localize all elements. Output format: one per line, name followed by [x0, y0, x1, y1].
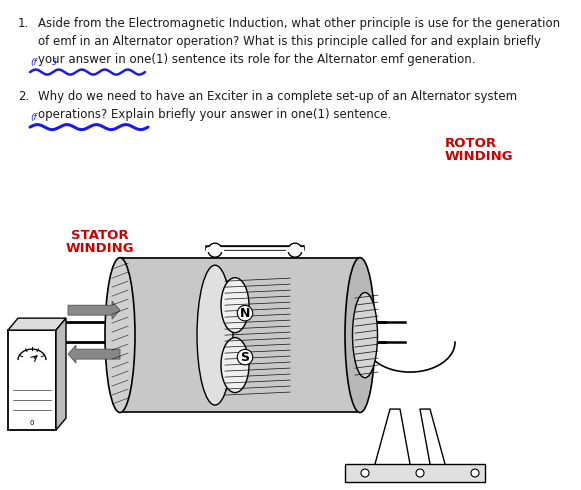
Text: 0: 0 [30, 420, 34, 426]
Bar [120, 257, 360, 412]
Text: of emf in an Alternator operation? What is this principle called for and explain: of emf in an Alternator operation? What … [38, 35, 541, 48]
Polygon shape [8, 318, 66, 330]
Text: WINDING: WINDING [445, 150, 514, 163]
Text: ROTOR: ROTOR [445, 137, 497, 150]
Text: N: N [240, 307, 250, 319]
Text: your answer in one(1) sentence its role for the Alternator emf generation.: your answer in one(1) sentence its role … [38, 53, 475, 66]
Text: (f: (f [30, 113, 37, 122]
Polygon shape [56, 318, 66, 430]
Circle shape [288, 243, 302, 257]
Bar [8, 330, 56, 430]
Polygon shape [68, 345, 120, 363]
Ellipse shape [105, 258, 135, 413]
Text: (f: (f [30, 58, 37, 67]
Text: operations? Explain briefly your answer in one(1) sentence.: operations? Explain briefly your answer … [38, 108, 391, 121]
Text: WINDING: WINDING [66, 242, 134, 255]
Ellipse shape [221, 278, 249, 333]
Ellipse shape [353, 293, 378, 378]
Text: 2.: 2. [18, 90, 29, 103]
Polygon shape [68, 301, 120, 319]
Text: S: S [241, 351, 249, 364]
Ellipse shape [221, 338, 249, 392]
Ellipse shape [197, 265, 233, 405]
Text: Why do we need to have an Exciter in a complete set-up of an Alternator system: Why do we need to have an Exciter in a c… [38, 90, 517, 103]
Circle shape [361, 469, 369, 477]
Circle shape [416, 469, 424, 477]
Text: STATOR: STATOR [71, 229, 129, 242]
Circle shape [471, 469, 479, 477]
Text: 5: 5 [52, 58, 57, 67]
Ellipse shape [345, 258, 375, 413]
Text: 1.: 1. [18, 17, 29, 30]
Circle shape [208, 243, 222, 257]
Text: Aside from the Electromagnetic Induction, what other principle is use for the ge: Aside from the Electromagnetic Induction… [38, 17, 560, 30]
Bar [345, 464, 485, 482]
